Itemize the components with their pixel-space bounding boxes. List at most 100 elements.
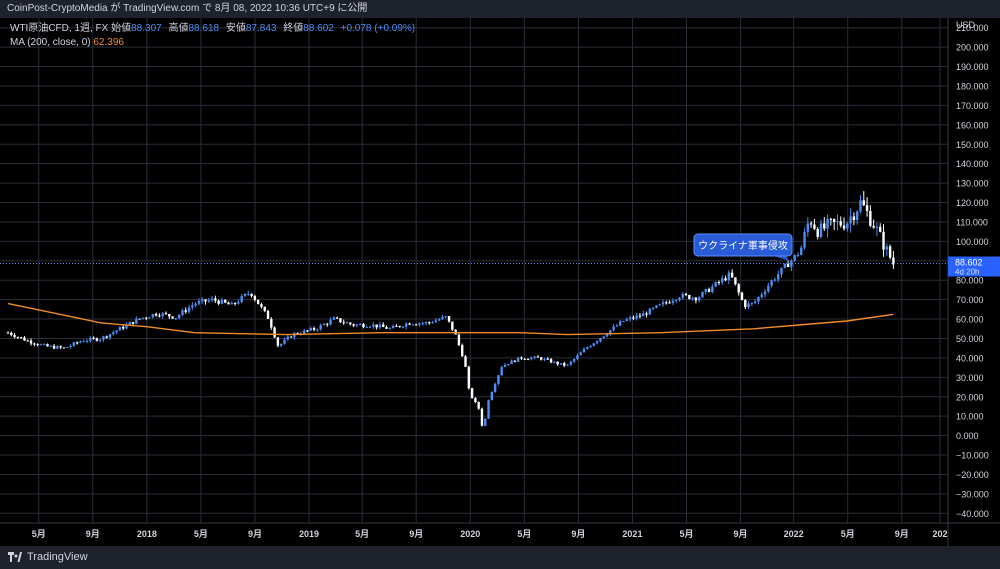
candle xyxy=(122,325,125,331)
candle xyxy=(332,316,336,321)
y-tick-label: 210.000 xyxy=(956,23,989,33)
candle xyxy=(326,322,329,327)
candle xyxy=(855,210,859,225)
candle xyxy=(322,322,326,326)
candle xyxy=(316,328,319,332)
y-tick-label: 80.000 xyxy=(956,276,984,286)
candle xyxy=(717,280,721,286)
ma-label[interactable]: MA (200, close, 0) xyxy=(10,37,91,48)
candle xyxy=(395,324,398,327)
candle xyxy=(806,217,810,237)
candle xyxy=(368,325,372,329)
candle xyxy=(737,283,740,296)
price-chart[interactable]: 210.000 200.000 190.000 180.000 170.000 160.0… xyxy=(0,18,1000,546)
callout-text: ウクライナ軍事侵攻 xyxy=(698,239,788,252)
candle xyxy=(66,346,69,348)
candle xyxy=(312,326,316,332)
y-tick-label: 150.000 xyxy=(956,140,989,150)
candle xyxy=(168,313,171,319)
candle xyxy=(586,346,589,350)
candle xyxy=(536,355,540,358)
candle xyxy=(493,382,497,393)
candle xyxy=(467,365,471,390)
candle xyxy=(210,295,214,302)
candle xyxy=(599,337,602,343)
candle xyxy=(204,299,207,305)
x-tick-label: 9月 xyxy=(571,529,585,539)
candle xyxy=(339,318,342,324)
candle xyxy=(263,306,266,313)
candle xyxy=(724,275,727,282)
candle xyxy=(358,322,362,326)
candle xyxy=(378,322,382,330)
candle xyxy=(451,321,454,332)
candle xyxy=(671,298,675,306)
candle xyxy=(398,325,401,328)
candle xyxy=(747,301,750,310)
candle xyxy=(240,293,243,304)
x-tick-label: 2018 xyxy=(137,529,157,539)
candle xyxy=(507,364,510,366)
candle xyxy=(842,217,846,231)
candle xyxy=(783,263,786,269)
y-tick-label: 40.000 xyxy=(956,353,984,363)
candle xyxy=(829,217,833,226)
candle xyxy=(428,321,431,325)
candle xyxy=(16,336,20,339)
candle xyxy=(421,321,424,326)
x-tick-label: 2020 xyxy=(460,529,480,539)
candle xyxy=(786,260,790,268)
candle xyxy=(569,360,573,367)
candle xyxy=(342,319,345,325)
candle xyxy=(164,311,168,315)
candle xyxy=(237,299,240,305)
ukraine-invasion-callout[interactable]: ウクライナ軍事侵攻 xyxy=(693,233,793,261)
candle xyxy=(266,309,270,320)
y-tick-label: −40.000 xyxy=(956,509,989,519)
candle xyxy=(382,322,385,328)
y-tick-label: −30.000 xyxy=(956,489,989,499)
y-tick-label: 10.000 xyxy=(956,412,984,422)
candle xyxy=(375,324,378,330)
candle xyxy=(33,342,36,347)
x-tick-label: 202 xyxy=(932,529,947,539)
candle xyxy=(721,275,724,285)
x-tick-label: 5月 xyxy=(841,529,855,539)
candle xyxy=(46,343,49,347)
candle xyxy=(181,308,184,317)
y-tick-label: −20.000 xyxy=(956,470,989,480)
candle xyxy=(490,391,494,401)
candle xyxy=(767,282,770,294)
candle xyxy=(414,323,418,326)
candle xyxy=(118,326,122,331)
candle xyxy=(391,324,395,329)
publish-header: CoinPost-CryptoMedia が TradingView.com で… xyxy=(0,0,1000,18)
candle xyxy=(819,219,823,239)
y-tick-label: 70.000 xyxy=(956,295,984,305)
close-label: 終値 xyxy=(283,23,304,34)
candle xyxy=(516,357,520,362)
candle xyxy=(220,297,224,305)
candle xyxy=(523,358,526,360)
candle xyxy=(177,313,181,320)
candle xyxy=(385,325,388,329)
candle xyxy=(879,223,882,233)
candle xyxy=(174,317,178,321)
candle xyxy=(85,339,89,344)
candle xyxy=(582,346,586,353)
candle xyxy=(859,195,862,214)
candle xyxy=(839,216,842,228)
candle xyxy=(411,324,415,326)
candle xyxy=(589,345,592,348)
candle xyxy=(276,336,280,348)
footer-bar: TradingView xyxy=(0,546,1000,569)
x-tick-label: 9月 xyxy=(409,529,423,539)
candle xyxy=(622,320,625,322)
x-tick-label: 2022 xyxy=(784,529,804,539)
candle xyxy=(882,224,885,257)
candle xyxy=(250,293,253,298)
tradingview-brand[interactable]: TradingView xyxy=(8,551,88,563)
candle xyxy=(661,299,665,307)
candle xyxy=(95,337,99,342)
symbol-label[interactable]: WTI原油CFD, 1週, FX xyxy=(10,23,109,34)
